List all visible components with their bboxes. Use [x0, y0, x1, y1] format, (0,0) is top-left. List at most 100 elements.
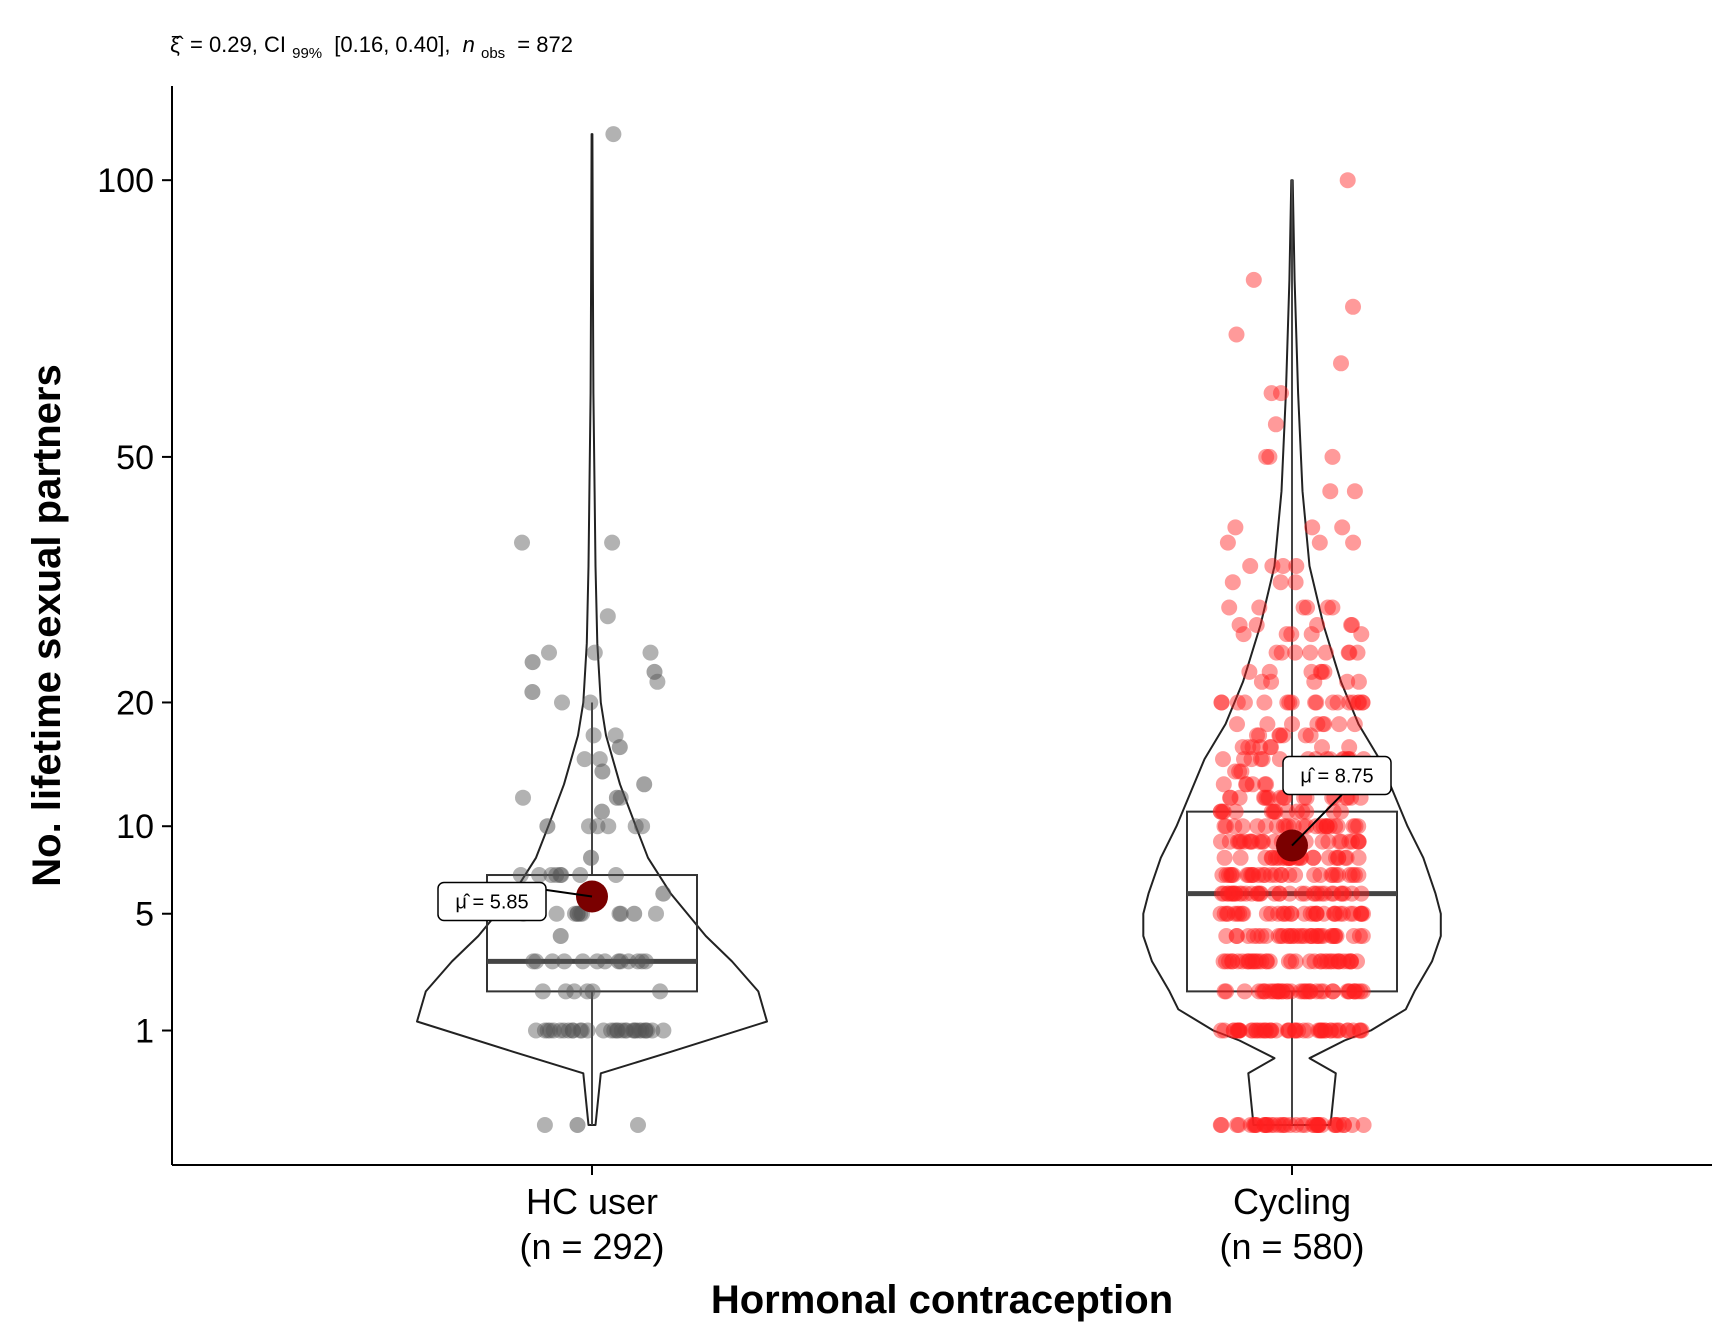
data-point — [1259, 789, 1276, 806]
data-point — [1344, 1117, 1361, 1133]
data-point — [1279, 694, 1296, 711]
data-point — [1256, 1117, 1273, 1133]
data-point — [1270, 905, 1287, 922]
data-point — [1214, 867, 1231, 883]
data-point — [1244, 1022, 1261, 1039]
data-point — [1263, 739, 1279, 756]
data-point — [1280, 928, 1297, 944]
data-point — [1295, 983, 1312, 1000]
data-point — [1252, 751, 1269, 768]
data-point — [1224, 885, 1241, 902]
data-point — [1287, 953, 1304, 970]
data-point — [1353, 1022, 1370, 1039]
data-point — [1230, 1022, 1247, 1039]
data-point — [1350, 673, 1367, 690]
svg-text:ξ̂ = 0.29, CI 99%: ξ̂ = 0.29, CI 99% [0.16, 0.40], n obs = … — [170, 32, 573, 63]
data-point — [636, 776, 653, 793]
data-point — [1255, 833, 1271, 850]
data-point — [1340, 983, 1357, 1000]
data-point — [1296, 928, 1313, 944]
data-point — [1319, 953, 1336, 970]
data-point — [567, 905, 583, 922]
data-point — [603, 1022, 620, 1039]
data-point — [569, 1117, 586, 1133]
data-point — [1322, 1022, 1339, 1039]
data-point — [536, 1117, 553, 1133]
data-point — [1229, 716, 1245, 733]
data-point — [1234, 818, 1251, 835]
data-point — [1333, 833, 1350, 850]
data-point — [1269, 983, 1286, 1000]
data-point — [1265, 803, 1282, 820]
mean-label-box — [1282, 755, 1392, 796]
data-point — [1350, 849, 1367, 866]
data-point — [1314, 833, 1331, 850]
data-point — [1339, 953, 1356, 970]
data-point — [1318, 818, 1335, 835]
data-point — [613, 1022, 630, 1039]
data-point — [1252, 885, 1269, 902]
data-point — [1231, 833, 1248, 850]
data-point — [1338, 849, 1355, 866]
data-point — [1339, 1022, 1356, 1039]
data-point — [585, 727, 602, 744]
data-point — [534, 983, 551, 1000]
data-point — [1258, 953, 1275, 970]
data-point — [595, 1022, 612, 1039]
data-point — [1347, 818, 1364, 835]
data-point — [1271, 983, 1288, 1000]
data-point — [1316, 1022, 1333, 1039]
data-point — [1308, 905, 1325, 922]
data-point — [1257, 1022, 1274, 1039]
data-point — [1281, 867, 1298, 883]
data-point — [1266, 983, 1283, 1000]
data-point — [1310, 1117, 1327, 1133]
data-point — [608, 867, 624, 883]
data-point — [589, 953, 606, 970]
data-point — [1227, 763, 1244, 780]
data-point — [1261, 663, 1278, 680]
data-point — [1271, 885, 1288, 902]
data-point — [1322, 483, 1339, 500]
data-point — [1231, 1022, 1248, 1039]
data-point — [1240, 867, 1257, 883]
box-iqr — [1186, 810, 1398, 993]
data-point — [1241, 953, 1258, 970]
data-point — [1276, 905, 1292, 922]
data-point — [1283, 905, 1300, 922]
data-point — [1337, 849, 1354, 866]
data-point — [528, 1022, 544, 1039]
data-point — [572, 867, 589, 883]
data-point — [1253, 953, 1270, 970]
data-point — [1263, 1117, 1280, 1133]
x-tick-label-n: (n = 292) — [519, 1226, 664, 1267]
data-point — [1249, 885, 1266, 902]
data-point — [1313, 928, 1329, 944]
data-point — [1350, 867, 1367, 883]
data-point — [1316, 885, 1333, 902]
data-point — [1341, 867, 1358, 883]
data-point — [610, 953, 627, 970]
data-point — [1244, 867, 1261, 883]
data-point — [1278, 626, 1295, 643]
data-point — [1268, 818, 1285, 835]
data-point — [1346, 983, 1363, 1000]
data-point — [1222, 789, 1239, 806]
data-point — [608, 1022, 625, 1039]
data-point — [1230, 1022, 1247, 1039]
data-point — [1238, 885, 1255, 902]
data-point — [1342, 953, 1359, 970]
data-point — [1339, 1022, 1356, 1039]
data-point — [1249, 885, 1266, 902]
data-point — [1315, 928, 1332, 944]
data-point — [1353, 905, 1370, 922]
data-point — [612, 905, 629, 922]
data-point — [648, 905, 664, 922]
data-point — [1216, 849, 1233, 866]
subtitle-n-sub: obs — [481, 45, 505, 62]
data-point — [596, 953, 613, 970]
data-point — [1336, 1117, 1352, 1133]
data-point — [1312, 867, 1329, 883]
data-point — [1351, 1022, 1368, 1039]
data-point — [1233, 885, 1250, 902]
